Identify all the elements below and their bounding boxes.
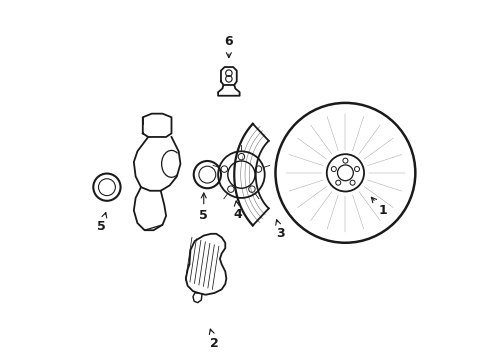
Text: 2: 2: [209, 329, 219, 350]
Circle shape: [221, 166, 227, 172]
Circle shape: [238, 153, 245, 160]
Text: 3: 3: [276, 220, 285, 240]
Text: 1: 1: [371, 197, 388, 217]
Text: 5: 5: [97, 212, 107, 233]
Text: 5: 5: [199, 193, 208, 222]
Circle shape: [249, 186, 255, 192]
Text: 4: 4: [233, 201, 242, 221]
Text: 6: 6: [224, 35, 233, 58]
Circle shape: [228, 186, 234, 192]
Circle shape: [255, 166, 262, 172]
